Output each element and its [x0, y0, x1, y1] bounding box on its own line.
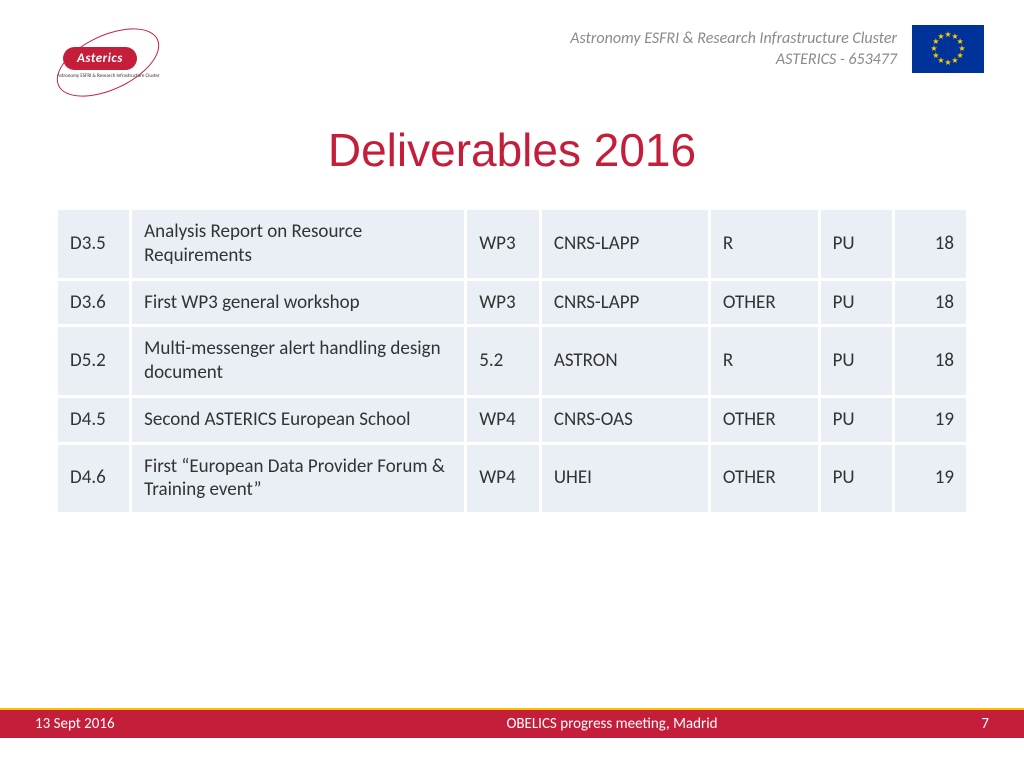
table-row: D4.6First “European Data Provider Forum …: [58, 445, 966, 513]
table-cell: D5.2: [58, 327, 129, 395]
slide-title: Deliverables 2016: [0, 123, 1024, 177]
table-cell: D3.5: [58, 210, 129, 278]
logo-subtitle: Astronomy ESFRI & Research Infrastructur…: [57, 73, 160, 79]
eu-star-icon: ★: [951, 56, 958, 66]
table-cell: UHEI: [542, 445, 708, 513]
table-cell: WP3: [467, 210, 539, 278]
table-cell: D3.6: [58, 281, 129, 325]
header-line2: ASTERICS - 653477: [570, 50, 897, 71]
table-cell: PU: [821, 210, 892, 278]
table-cell: D4.5: [58, 398, 129, 442]
table-cell: Analysis Report on Resource Requirements: [132, 210, 464, 278]
table-cell: First “European Data Provider Forum & Tr…: [132, 445, 464, 513]
table-cell: PU: [821, 445, 892, 513]
table-cell: WP4: [467, 398, 539, 442]
table-cell: 18: [895, 327, 966, 395]
footer-page: 7: [924, 715, 1024, 733]
deliverables-table: D3.5Analysis Report on Resource Requirem…: [55, 207, 969, 515]
table-cell: WP4: [467, 445, 539, 513]
table-row: D4.5Second ASTERICS European SchoolWP4CN…: [58, 398, 966, 442]
table-cell: D4.6: [58, 445, 129, 513]
table-cell: OTHER: [711, 281, 818, 325]
table-cell: 19: [895, 398, 966, 442]
table-cell: Second ASTERICS European School: [132, 398, 464, 442]
table-cell: Multi-messenger alert handling design do…: [132, 327, 464, 395]
table-cell: PU: [821, 327, 892, 395]
table-cell: First WP3 general workshop: [132, 281, 464, 325]
table-cell: OTHER: [711, 398, 818, 442]
table-row: D3.5Analysis Report on Resource Requirem…: [58, 210, 966, 278]
table-cell: R: [711, 210, 818, 278]
slide-header: Asterics Astronomy ESFRI & Research Infr…: [0, 0, 1024, 105]
logo-text: Asterics: [63, 47, 137, 70]
slide-footer: 13 Sept 2016 OBELICS progress meeting, M…: [0, 708, 1024, 738]
table-cell: 18: [895, 210, 966, 278]
header-text: Astronomy ESFRI & Research Infrastructur…: [570, 29, 897, 71]
table-cell: 5.2: [467, 327, 539, 395]
table-cell: ASTRON: [542, 327, 708, 395]
table-cell: CNRS-LAPP: [542, 210, 708, 278]
asterics-logo: Asterics Astronomy ESFRI & Research Infr…: [45, 25, 175, 95]
footer-center: OBELICS progress meeting, Madrid: [300, 715, 924, 733]
eu-star-icon: ★: [944, 58, 951, 68]
footer-date: 13 Sept 2016: [0, 715, 300, 733]
table-cell: CNRS-LAPP: [542, 281, 708, 325]
header-line1: Astronomy ESFRI & Research Infrastructur…: [570, 29, 897, 50]
table-cell: PU: [821, 398, 892, 442]
deliverables-table-wrap: D3.5Analysis Report on Resource Requirem…: [0, 207, 1024, 515]
table-cell: CNRS-OAS: [542, 398, 708, 442]
eu-flag-icon: ★★★★★★★★★★★★: [912, 25, 984, 73]
table-cell: 18: [895, 281, 966, 325]
table-cell: OTHER: [711, 445, 818, 513]
eu-star-icon: ★: [937, 32, 944, 42]
table-cell: R: [711, 327, 818, 395]
table-cell: PU: [821, 281, 892, 325]
table-row: D3.6First WP3 general workshopWP3CNRS-LA…: [58, 281, 966, 325]
table-cell: WP3: [467, 281, 539, 325]
table-cell: 19: [895, 445, 966, 513]
header-right: Astronomy ESFRI & Research Infrastructur…: [570, 25, 984, 73]
table-row: D5.2Multi-messenger alert handling desig…: [58, 327, 966, 395]
